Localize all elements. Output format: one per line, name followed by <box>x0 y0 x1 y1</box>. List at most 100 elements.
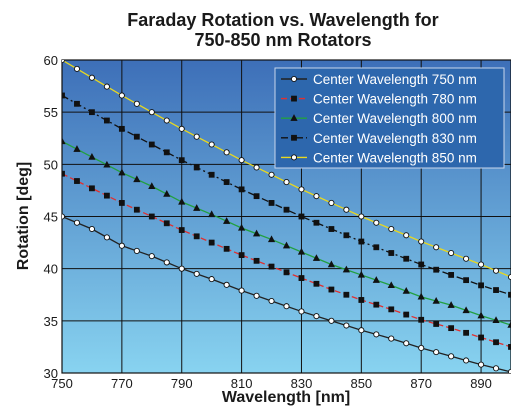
data-point-0 <box>268 297 275 305</box>
data-point-3 <box>148 141 155 148</box>
data-point-4 <box>463 255 470 262</box>
x-tick-label: 830 <box>291 376 313 391</box>
data-point-1 <box>133 206 140 213</box>
series-1 <box>62 170 511 350</box>
data-point-2 <box>193 204 201 211</box>
data-point-1 <box>313 280 320 287</box>
data-point-3 <box>493 287 499 293</box>
data-point-2 <box>387 281 395 289</box>
y-tick-label: 50 <box>44 157 58 172</box>
x-tick-label: 850 <box>350 376 372 391</box>
legend-swatch-marker <box>290 114 298 121</box>
data-point-2 <box>208 210 216 218</box>
legend-swatch-marker <box>291 95 297 102</box>
data-point-4 <box>148 109 155 116</box>
data-point-3 <box>358 238 365 245</box>
data-point-2 <box>73 145 81 152</box>
data-point-0 <box>418 344 425 352</box>
data-point-2 <box>133 175 141 183</box>
y-tick-label: 55 <box>44 105 58 120</box>
data-point-1 <box>298 275 305 281</box>
data-point-0 <box>253 292 260 299</box>
data-point-4 <box>208 141 215 148</box>
data-point-1 <box>208 239 215 246</box>
data-point-1 <box>253 257 260 264</box>
data-point-4 <box>328 199 335 206</box>
data-point-3 <box>193 164 200 171</box>
data-point-2 <box>148 182 156 189</box>
data-point-0 <box>148 253 155 260</box>
data-point-1 <box>89 185 95 192</box>
data-point-1 <box>238 252 245 259</box>
data-point-3 <box>328 226 335 232</box>
y-tick-label: 30 <box>44 366 58 381</box>
y-tick-label: 60 <box>44 53 58 68</box>
data-point-3 <box>373 244 380 251</box>
data-point-3 <box>74 100 80 107</box>
data-point-0 <box>208 276 215 283</box>
x-tick-label: 790 <box>171 376 193 391</box>
y-tick-label: 40 <box>44 262 58 277</box>
data-point-2 <box>492 316 500 324</box>
data-point-4 <box>343 206 350 213</box>
data-point-4 <box>103 83 110 90</box>
series-3 <box>62 92 511 298</box>
data-point-4 <box>418 238 425 245</box>
data-point-1 <box>104 192 110 199</box>
data-point-4 <box>298 186 305 193</box>
data-point-2 <box>402 287 410 294</box>
data-point-3 <box>253 193 260 200</box>
data-point-3 <box>298 213 305 220</box>
data-point-2 <box>252 229 261 237</box>
data-point-3 <box>448 272 455 278</box>
legend-label: Center Wavelength 830 nm <box>313 131 477 146</box>
data-point-1 <box>343 291 350 298</box>
data-point-1 <box>463 329 469 336</box>
data-point-2 <box>297 247 306 255</box>
data-point-0 <box>238 287 245 294</box>
data-point-4 <box>373 219 380 226</box>
data-point-1 <box>118 200 125 206</box>
data-point-4 <box>358 213 365 220</box>
data-point-0 <box>492 365 500 372</box>
data-point-1 <box>178 227 185 233</box>
y-tick-label: 45 <box>44 210 58 225</box>
data-point-4 <box>268 171 275 178</box>
data-point-4 <box>448 249 455 257</box>
data-point-4 <box>403 232 410 239</box>
data-point-3 <box>463 277 469 284</box>
data-point-0 <box>62 213 66 220</box>
data-point-4 <box>388 225 395 233</box>
data-point-1 <box>223 245 230 252</box>
data-point-1 <box>283 269 290 276</box>
data-point-4 <box>193 133 200 140</box>
data-point-0 <box>193 270 200 277</box>
data-point-1 <box>62 170 65 177</box>
data-point-2 <box>223 217 231 224</box>
data-point-1 <box>448 325 455 332</box>
data-point-4 <box>478 261 485 268</box>
data-point-0 <box>463 357 470 364</box>
data-point-3 <box>163 149 170 156</box>
legend-label: Center Wavelength 780 nm <box>313 92 477 107</box>
data-point-1 <box>493 339 499 346</box>
data-point-2 <box>163 190 171 197</box>
data-point-0 <box>118 242 125 249</box>
legend-swatch-marker <box>290 154 298 161</box>
x-tick-label: 770 <box>111 376 133 391</box>
data-point-3 <box>178 157 185 164</box>
series-2 <box>62 137 511 328</box>
data-point-0 <box>298 308 305 315</box>
data-point-4 <box>178 125 185 132</box>
data-point-1 <box>478 334 484 341</box>
data-point-3 <box>313 219 320 226</box>
data-point-3 <box>62 92 65 99</box>
x-tick-label: 890 <box>470 376 492 391</box>
data-point-1 <box>358 297 365 303</box>
legend-swatch-marker <box>291 134 297 141</box>
x-tick-label: 810 <box>231 376 253 391</box>
data-point-2 <box>237 223 246 231</box>
data-point-1 <box>418 316 425 323</box>
series-4 <box>62 60 511 281</box>
